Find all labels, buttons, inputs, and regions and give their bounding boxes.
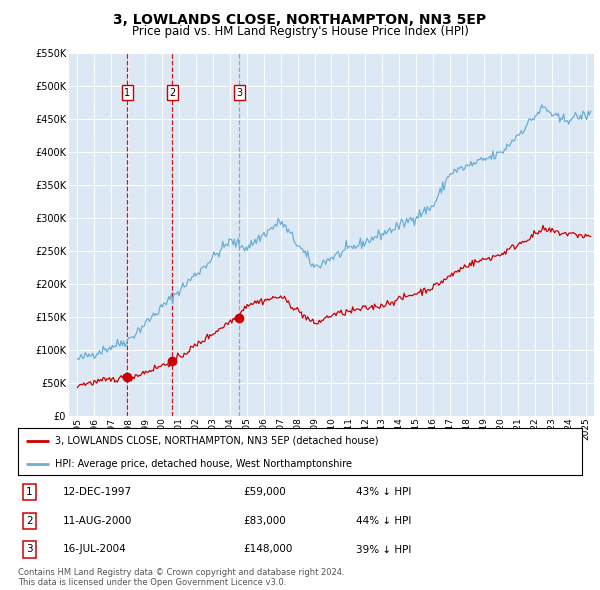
Text: 3: 3 — [26, 545, 32, 555]
Text: Price paid vs. HM Land Registry's House Price Index (HPI): Price paid vs. HM Land Registry's House … — [131, 25, 469, 38]
Text: 2: 2 — [169, 88, 176, 98]
Text: £83,000: £83,000 — [244, 516, 286, 526]
Text: HPI: Average price, detached house, West Northamptonshire: HPI: Average price, detached house, West… — [55, 458, 352, 468]
Text: 3, LOWLANDS CLOSE, NORTHAMPTON, NN3 5EP (detached house): 3, LOWLANDS CLOSE, NORTHAMPTON, NN3 5EP … — [55, 436, 378, 446]
Text: 1: 1 — [26, 487, 32, 497]
Text: 11-AUG-2000: 11-AUG-2000 — [63, 516, 133, 526]
Text: 12-DEC-1997: 12-DEC-1997 — [63, 487, 132, 497]
Text: 3: 3 — [236, 88, 242, 98]
Text: Contains HM Land Registry data © Crown copyright and database right 2024.
This d: Contains HM Land Registry data © Crown c… — [18, 568, 344, 587]
Text: 2: 2 — [26, 516, 32, 526]
Text: £59,000: £59,000 — [244, 487, 286, 497]
Text: 44% ↓ HPI: 44% ↓ HPI — [356, 516, 412, 526]
Text: 3, LOWLANDS CLOSE, NORTHAMPTON, NN3 5EP: 3, LOWLANDS CLOSE, NORTHAMPTON, NN3 5EP — [113, 13, 487, 27]
Text: £148,000: £148,000 — [244, 545, 293, 555]
Text: 43% ↓ HPI: 43% ↓ HPI — [356, 487, 412, 497]
Text: 39% ↓ HPI: 39% ↓ HPI — [356, 545, 412, 555]
Text: 16-JUL-2004: 16-JUL-2004 — [63, 545, 127, 555]
Text: 1: 1 — [124, 88, 130, 98]
